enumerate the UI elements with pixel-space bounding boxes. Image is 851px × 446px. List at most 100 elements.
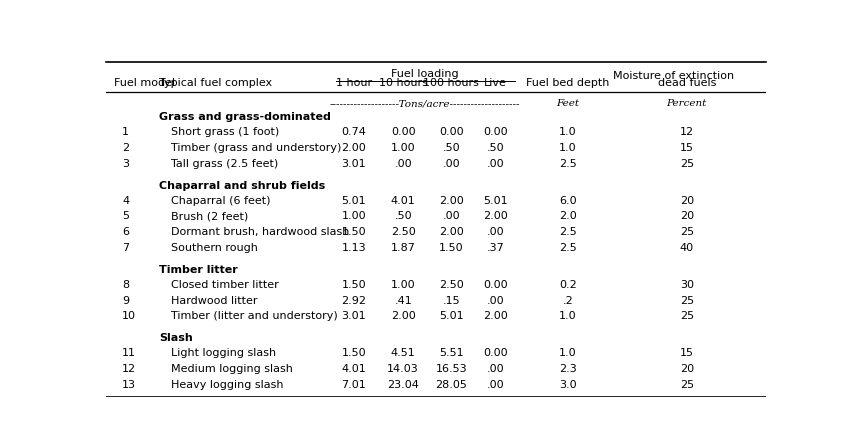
- Text: 1.50: 1.50: [439, 243, 464, 253]
- Text: .00: .00: [443, 211, 460, 222]
- Text: 1.50: 1.50: [341, 227, 366, 237]
- Text: 1.87: 1.87: [391, 243, 415, 253]
- Text: 0.00: 0.00: [439, 127, 464, 137]
- Text: 14.03: 14.03: [387, 364, 419, 374]
- Text: dead fuels: dead fuels: [658, 78, 716, 88]
- Text: Light logging slash: Light logging slash: [171, 348, 276, 359]
- Text: 10: 10: [123, 311, 136, 322]
- Text: --------------------Tons/acre--------------------: --------------------Tons/acre-----------…: [329, 99, 520, 108]
- Text: 1.13: 1.13: [341, 243, 366, 253]
- Text: 0.74: 0.74: [341, 127, 366, 137]
- Text: 25: 25: [680, 159, 694, 169]
- Text: Timber (litter and understory): Timber (litter and understory): [171, 311, 338, 322]
- Text: .00: .00: [487, 296, 505, 306]
- Text: 12: 12: [680, 127, 694, 137]
- Text: 15: 15: [680, 348, 694, 359]
- Text: Timber (grass and understory): Timber (grass and understory): [171, 143, 341, 153]
- Text: Dormant brush, hardwood slash: Dormant brush, hardwood slash: [171, 227, 350, 237]
- Text: 9: 9: [123, 296, 129, 306]
- Text: 1.0: 1.0: [559, 348, 577, 359]
- Text: 5.51: 5.51: [439, 348, 464, 359]
- Text: Fuel loading: Fuel loading: [391, 69, 459, 79]
- Text: .00: .00: [487, 364, 505, 374]
- Text: 11: 11: [123, 348, 136, 359]
- Text: Fuel bed depth: Fuel bed depth: [527, 78, 609, 88]
- Text: Grass and grass-dominated: Grass and grass-dominated: [159, 112, 331, 122]
- Text: 1.00: 1.00: [391, 143, 415, 153]
- Text: 25: 25: [680, 227, 694, 237]
- Text: Slash: Slash: [159, 333, 193, 343]
- Text: 0.00: 0.00: [391, 127, 415, 137]
- Text: 1.0: 1.0: [559, 143, 577, 153]
- Text: Heavy logging slash: Heavy logging slash: [171, 380, 283, 390]
- Text: 16.53: 16.53: [436, 364, 467, 374]
- Text: .00: .00: [443, 159, 460, 169]
- Text: 2.92: 2.92: [341, 296, 366, 306]
- Text: Southern rough: Southern rough: [171, 243, 258, 253]
- Text: 4.01: 4.01: [391, 196, 415, 206]
- Text: .50: .50: [394, 211, 412, 222]
- Text: Hardwood litter: Hardwood litter: [171, 296, 258, 306]
- Text: Live: Live: [484, 78, 507, 88]
- Text: 6.0: 6.0: [559, 196, 577, 206]
- Text: 3.0: 3.0: [559, 380, 577, 390]
- Text: .2: .2: [563, 296, 574, 306]
- Text: 2.00: 2.00: [391, 311, 415, 322]
- Text: 2.00: 2.00: [483, 211, 508, 222]
- Text: .00: .00: [487, 380, 505, 390]
- Text: Short grass (1 foot): Short grass (1 foot): [171, 127, 279, 137]
- Text: .50: .50: [443, 143, 460, 153]
- Text: .41: .41: [394, 296, 412, 306]
- Text: 20: 20: [680, 196, 694, 206]
- Text: Closed timber litter: Closed timber litter: [171, 280, 279, 290]
- Text: Medium logging slash: Medium logging slash: [171, 364, 293, 374]
- Text: .00: .00: [394, 159, 412, 169]
- Text: Brush (2 feet): Brush (2 feet): [171, 211, 248, 222]
- Text: 2.00: 2.00: [483, 311, 508, 322]
- Text: 1.0: 1.0: [559, 127, 577, 137]
- Text: 0.00: 0.00: [483, 348, 508, 359]
- Text: 3.01: 3.01: [341, 311, 366, 322]
- Text: 0.2: 0.2: [559, 280, 577, 290]
- Text: 4.01: 4.01: [341, 364, 366, 374]
- Text: 2.00: 2.00: [341, 143, 366, 153]
- Text: 20: 20: [680, 364, 694, 374]
- Text: Fuel model: Fuel model: [114, 78, 175, 88]
- Text: 25: 25: [680, 311, 694, 322]
- Text: Chaparral (6 feet): Chaparral (6 feet): [171, 196, 271, 206]
- Text: 2.50: 2.50: [391, 227, 415, 237]
- Text: Typical fuel complex: Typical fuel complex: [159, 78, 272, 88]
- Text: .37: .37: [487, 243, 505, 253]
- Text: 100 hours: 100 hours: [423, 78, 479, 88]
- Text: 2.00: 2.00: [439, 227, 464, 237]
- Text: 5.01: 5.01: [341, 196, 366, 206]
- Text: 0.00: 0.00: [483, 127, 508, 137]
- Text: Tall grass (2.5 feet): Tall grass (2.5 feet): [171, 159, 278, 169]
- Text: 2.3: 2.3: [559, 364, 577, 374]
- Text: 7: 7: [123, 243, 129, 253]
- Text: 7.01: 7.01: [341, 380, 366, 390]
- Text: 30: 30: [680, 280, 694, 290]
- Text: 1 hour: 1 hour: [335, 78, 372, 88]
- Text: 15: 15: [680, 143, 694, 153]
- Text: 1.50: 1.50: [341, 280, 366, 290]
- Text: Chaparral and shrub fields: Chaparral and shrub fields: [159, 181, 325, 190]
- Text: 4: 4: [123, 196, 129, 206]
- Text: 2.5: 2.5: [559, 243, 577, 253]
- Text: 2.0: 2.0: [559, 211, 577, 222]
- Text: .00: .00: [487, 227, 505, 237]
- Text: Timber litter: Timber litter: [159, 265, 238, 275]
- Text: 1.00: 1.00: [391, 280, 415, 290]
- Text: 20: 20: [680, 211, 694, 222]
- Text: 8: 8: [123, 280, 129, 290]
- Text: 5: 5: [123, 211, 129, 222]
- Text: 6: 6: [123, 227, 129, 237]
- Text: Moisture of extinction: Moisture of extinction: [613, 71, 734, 81]
- Text: 3.01: 3.01: [341, 159, 366, 169]
- Text: 1.50: 1.50: [341, 348, 366, 359]
- Text: 4.51: 4.51: [391, 348, 415, 359]
- Text: 2.5: 2.5: [559, 159, 577, 169]
- Text: 5.01: 5.01: [483, 196, 508, 206]
- Text: 1.0: 1.0: [559, 311, 577, 322]
- Text: 10 hours: 10 hours: [379, 78, 427, 88]
